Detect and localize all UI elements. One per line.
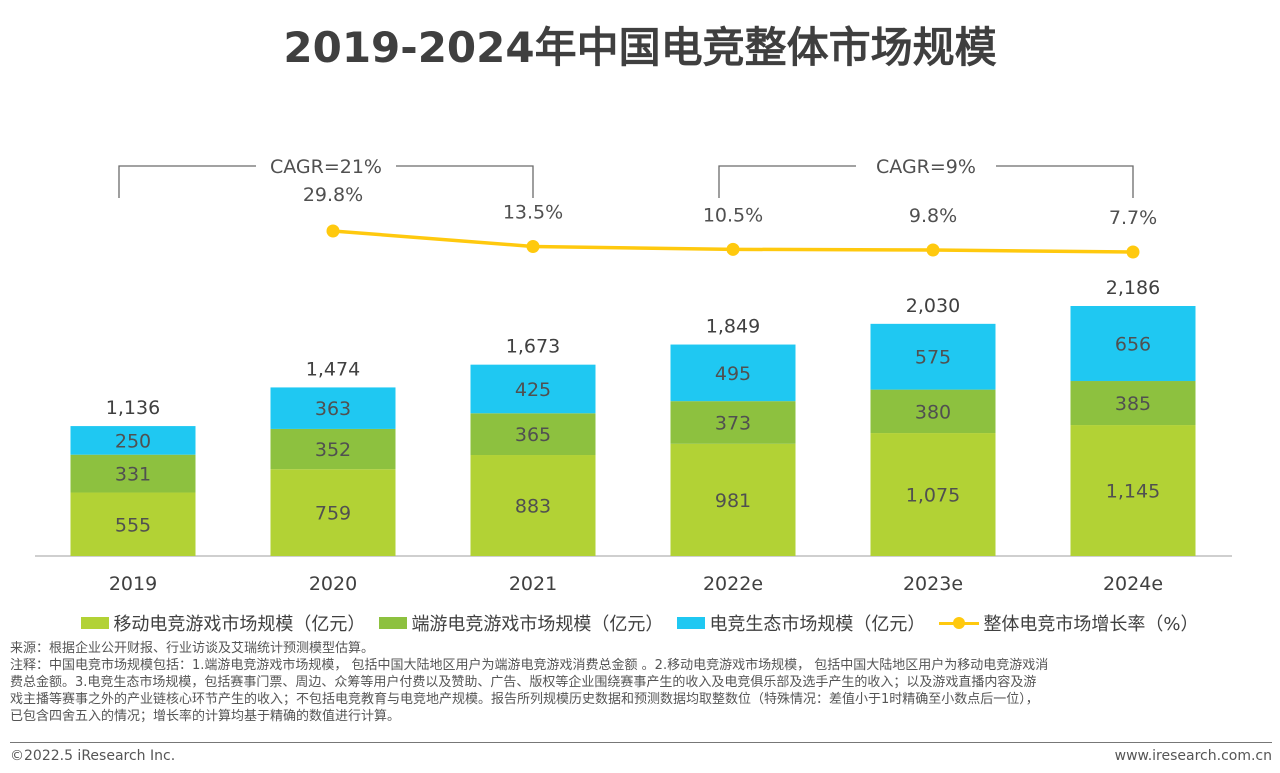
- bar-value-label-mobile: 883: [515, 496, 551, 518]
- bar-value-label-pc: 385: [1115, 393, 1151, 415]
- chart-title: 2019-2024年中国电竞整体市场规模: [283, 23, 997, 72]
- legend-item-ecosystem: 电竞生态市场规模（亿元）: [677, 610, 925, 636]
- bar-value-label-mobile: 981: [715, 490, 751, 512]
- bar-total-label: 1,474: [306, 358, 360, 380]
- x-tick-label: 2024e: [1103, 573, 1163, 595]
- bar-value-label-pc: 352: [315, 439, 351, 461]
- notes: 来源：根据企业公开财报、行业访谈及艾瑞统计预测模型估算。 注释：中国电竞市场规模…: [10, 640, 1272, 725]
- growth-point: [926, 243, 940, 257]
- bar-total-label: 1,136: [106, 397, 160, 419]
- bar-pc: [470, 413, 596, 456]
- x-tick-label: 2023e: [903, 573, 963, 595]
- bar-ecosystem: [1070, 306, 1196, 382]
- cagr-annotations: CAGR=21% CAGR=9%: [118, 156, 1134, 198]
- bar-value-label-pc: 373: [715, 412, 751, 434]
- growth-rate-label: 7.7%: [1109, 207, 1157, 229]
- bar-total-label: 2,186: [1106, 277, 1160, 299]
- growth-rate-label: 9.8%: [909, 205, 957, 227]
- copyright: ©2022.5 iResearch Inc.: [10, 748, 176, 764]
- legend-swatch-pc: [379, 617, 408, 629]
- bar-value-label-ecosystem: 363: [315, 398, 351, 420]
- bar-total-label: 1,673: [506, 336, 560, 358]
- growth-point: [526, 239, 540, 253]
- bar-value-label-pc: 365: [515, 424, 551, 446]
- growth-point: [1126, 245, 1140, 259]
- x-tick-label: 2020: [309, 573, 357, 595]
- bar-total-label: 2,030: [906, 295, 960, 317]
- growth-line-group: [326, 224, 1140, 259]
- bar-value-label-ecosystem: 575: [915, 347, 951, 369]
- bar-value-label-mobile: 759: [315, 503, 351, 525]
- bar-value-label-ecosystem: 250: [115, 430, 151, 452]
- x-tick-label: 2019: [109, 573, 157, 595]
- note-line: 已包含四舍五入的情况；增长率的计算均基于精确的数值进行计算。: [10, 709, 401, 724]
- cagr-label: CAGR=9%: [876, 156, 976, 178]
- bar-pc: [70, 454, 196, 493]
- bar-value-label-mobile: 1,075: [906, 485, 960, 507]
- bar-value-label-ecosystem: 425: [515, 379, 551, 401]
- bar-pc: [1070, 381, 1196, 426]
- bar-mobile: [870, 433, 996, 556]
- bar-ecosystem: [470, 364, 596, 414]
- bar-value-label-ecosystem: 495: [715, 363, 751, 385]
- legend-label-mobile: 移动电竞游戏市场规模（亿元）: [113, 614, 366, 635]
- cagr-bracket-left: [118, 165, 256, 198]
- x-tick-label: 2021: [509, 573, 557, 595]
- label-group: 555 331 250 1,136 2019 759 352 363 1,474 2020 883 3…: [106, 184, 1163, 595]
- bar-pc: [670, 401, 796, 444]
- bar-mobile: [670, 443, 796, 556]
- cagr-bracket-right: [996, 165, 1134, 198]
- source-note: 来源：根据企业公开财报、行业访谈及艾瑞统计预测模型估算。: [10, 641, 375, 656]
- growth-point: [726, 242, 740, 256]
- bar-mobile: [470, 455, 596, 556]
- website-link[interactable]: www.iresearch.com.cn: [1114, 748, 1272, 764]
- chart-canvas: 555 331 250 1,136 2019 759 352 363 1,474 2020 883 3…: [35, 156, 1232, 595]
- legend-item-pc: 端游电竞游戏市场规模（亿元）: [379, 610, 663, 636]
- legend-label-pc: 端游电竞游戏市场规模（亿元）: [411, 614, 664, 635]
- legend-label-growth: 整体电竞市场增长率（%）: [983, 614, 1199, 635]
- bar-ecosystem: [870, 323, 996, 390]
- note-line: 费总金额。3.电竞生态市场规模，包括赛事门票、周边、众筹等用户付费以及赞助、广告…: [10, 675, 1037, 690]
- bar-pc: [270, 428, 396, 470]
- bar-group: [70, 306, 1196, 556]
- bar-value-label-mobile: 1,145: [1106, 481, 1160, 503]
- bar-value-label-mobile: 555: [115, 514, 151, 536]
- bar-value-label-pc: 331: [115, 464, 151, 486]
- legend-swatch-mobile: [81, 617, 110, 629]
- footer-divider: [10, 742, 1272, 743]
- cagr-bracket-left: [718, 165, 856, 198]
- bar-pc: [870, 389, 996, 434]
- legend-swatch-ecosystem: [677, 617, 706, 629]
- legend-item-growth: 整体电竞市场增长率（%）: [939, 610, 1199, 636]
- legend-label-ecosystem: 电竞生态市场规模（亿元）: [709, 614, 926, 635]
- bar-total-label: 1,849: [706, 316, 760, 338]
- legend-line-marker-icon: [939, 616, 980, 630]
- bar-value-label-pc: 380: [915, 401, 951, 423]
- growth-point: [326, 224, 340, 238]
- bar-value-label-ecosystem: 656: [1115, 334, 1151, 356]
- legend-item-mobile: 移动电竞游戏市场规模（亿元）: [81, 610, 365, 636]
- bar-mobile: [1070, 425, 1196, 556]
- cagr-bracket-right: [396, 165, 534, 198]
- legend: 移动电竞游戏市场规模（亿元） 端游电竞游戏市场规模（亿元） 电竞生态市场规模（亿…: [0, 610, 1280, 636]
- bar-mobile: [270, 469, 396, 556]
- bar-ecosystem: [670, 344, 796, 402]
- note-line: 注释：中国电竞市场规模包括：1.端游电竞游戏市场规模， 包括中国大陆地区用户为端…: [10, 658, 1049, 673]
- bar-mobile: [70, 492, 196, 556]
- x-tick-label: 2022e: [703, 573, 763, 595]
- growth-rate-label: 13.5%: [503, 201, 563, 223]
- bar-ecosystem: [70, 426, 196, 455]
- growth-rate-label: 10.5%: [703, 204, 763, 226]
- cagr-label: CAGR=21%: [270, 156, 382, 178]
- bar-ecosystem: [270, 387, 396, 429]
- note-line: 戏主播等赛事之外的产业链核心环节产生的收入；不包括电竞教育与电竞地产规模。报告所…: [10, 692, 1039, 707]
- growth-rate-label: 29.8%: [303, 184, 363, 206]
